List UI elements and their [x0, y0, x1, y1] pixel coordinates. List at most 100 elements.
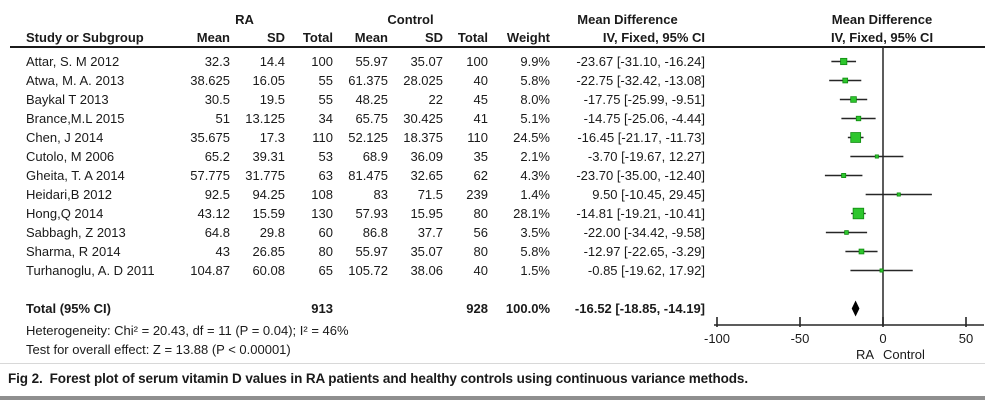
effect-marker [858, 248, 865, 255]
ci-cell: -14.81 [-19.21, -10.41] [576, 206, 705, 221]
ra-sd-cell: 17.3 [259, 130, 285, 145]
effect-marker [855, 115, 862, 122]
weight-cell: 9.9% [520, 54, 550, 69]
ra-total-cell: 80 [318, 244, 333, 259]
ra-sd-cell: 19.5 [259, 92, 285, 107]
group-header-mean-difference: Mean Difference [577, 12, 678, 27]
control-sd-cell: 30.425 [403, 111, 443, 126]
table-row: Sharma, R 2014 43 26.85 80 55.97 35.07 8… [26, 242, 731, 261]
ra-mean-cell: 64.8 [204, 225, 230, 240]
weight-cell: 3.5% [520, 225, 550, 240]
axis-tick-label: -100 [704, 331, 730, 346]
effect-marker [841, 173, 847, 178]
forest-plot-canvas: Mean Difference IV, Fixed, 95% CI -100 -50 0… [704, 12, 984, 362]
control-sd-cell: 71.5 [417, 187, 443, 202]
ra-sd-cell: 16.05 [252, 73, 285, 88]
ra-sd-cell: 15.59 [252, 206, 285, 221]
control-total-cell: 41 [473, 111, 488, 126]
study-name-cell: Brance,M.L 2015 [26, 111, 125, 126]
plot-header-title: Mean Difference [832, 12, 932, 27]
effect-marker [896, 192, 901, 197]
study-name-cell: Sharma, R 2014 [26, 244, 121, 259]
axis-tick-label: 0 [879, 331, 886, 346]
effect-marker [879, 268, 884, 273]
weight-cell: 2.1% [520, 149, 550, 164]
effect-marker [840, 57, 848, 66]
study-name-cell: Heidari,B 2012 [26, 187, 112, 202]
ra-sd-cell: 13.125 [245, 111, 285, 126]
ci-cell: -3.70 [-19.67, 12.27] [587, 149, 705, 164]
control-total-cell: 40 [473, 73, 488, 88]
column-header-row: Study or Subgroup Mean SD Total Mean SD … [26, 29, 731, 46]
control-sd-cell: 35.07 [410, 54, 443, 69]
study-rows: Attar, S. M 2012 32.3 14.4 100 55.97 35.… [26, 52, 731, 280]
ra-total-cell: 53 [318, 149, 333, 164]
ra-mean-cell: 32.3 [204, 54, 230, 69]
col-header-ra-sd: SD [266, 30, 285, 45]
ci-cell: -22.00 [-34.42, -9.58] [583, 225, 705, 240]
col-header-ctrl-sd: SD [424, 30, 443, 45]
caption-area: Fig 2. Forest plot of serum vitamin D val… [0, 363, 985, 386]
control-mean-cell: 68.9 [362, 149, 388, 164]
weight-cell: 1.4% [520, 187, 550, 202]
ra-total-cell: 55 [318, 92, 333, 107]
table-row: Sabbagh, Z 2013 64.8 29.8 60 86.8 37.7 5… [26, 223, 731, 242]
study-name-cell: Hong,Q 2014 [26, 206, 104, 221]
control-total-cell: 80 [473, 244, 488, 259]
total-empty-sd [230, 299, 285, 318]
ra-mean-cell: 43.12 [197, 206, 230, 221]
ci-cell: -17.75 [-25.99, -9.51] [583, 92, 705, 107]
study-name-cell: Baykal T 2013 [26, 92, 109, 107]
axis-tick-label: 50 [959, 331, 973, 346]
effect-marker [874, 154, 879, 159]
ra-mean-cell: 57.775 [190, 168, 230, 183]
ci-cell: -22.75 [-32.42, -13.08] [576, 73, 705, 88]
ra-mean-cell: 35.675 [190, 130, 230, 145]
col-header-weight: Weight [506, 30, 550, 45]
weight-cell: 4.3% [520, 168, 550, 183]
ci-cell: -12.97 [-22.65, -3.29] [583, 244, 705, 259]
total-empty-csd [388, 299, 443, 318]
plot-header-subtitle: IV, Fixed, 95% CI [831, 30, 933, 45]
ra-mean-cell: 38.625 [190, 73, 230, 88]
figure-number: Fig 2. [8, 371, 43, 386]
table-row: Brance,M.L 2015 51 13.125 34 65.75 30.42… [26, 109, 731, 128]
control-mean-cell: 81.475 [348, 168, 388, 183]
figure-caption-text: Forest plot of serum vitamin D values in… [49, 371, 748, 386]
figure-caption: Fig 2. Forest plot of serum vitamin D val… [0, 364, 985, 386]
ra-sd-cell: 14.4 [259, 54, 285, 69]
control-mean-cell: 105.72 [348, 263, 388, 278]
ra-total-cell: 100 [311, 54, 333, 69]
ra-total-cell: 130 [311, 206, 333, 221]
ci-cell: -0.85 [-19.62, 17.92] [587, 263, 705, 278]
control-sd-cell: 28.025 [403, 73, 443, 88]
col-header-study: Study or Subgroup [26, 30, 144, 45]
weight-cell: 24.5% [513, 130, 550, 145]
table-row: Baykal T 2013 30.5 19.5 55 48.25 22 45 8… [26, 90, 731, 109]
ra-total-cell: 60 [318, 225, 333, 240]
control-mean-cell: 65.75 [355, 111, 388, 126]
study-name-cell: Gheita, T. A 2014 [26, 168, 125, 183]
group-header-control: Control [387, 12, 434, 27]
ra-total-cell: 34 [318, 111, 333, 126]
control-sd-cell: 15.95 [410, 206, 443, 221]
weight-cell: 5.8% [520, 244, 550, 259]
control-sd-cell: 36.09 [410, 149, 443, 164]
ra-mean-cell: 30.5 [204, 92, 230, 107]
total-empty-mean [156, 299, 230, 318]
ci-cell: -16.45 [-21.17, -11.73] [577, 130, 705, 145]
control-total-cell: 40 [473, 263, 488, 278]
ra-mean-cell: 65.2 [204, 149, 230, 164]
control-total-cell: 80 [473, 206, 488, 221]
table-row: Attar, S. M 2012 32.3 14.4 100 55.97 35.… [26, 52, 731, 71]
table-row: Atwa, M. A. 2013 38.625 16.05 55 61.375 … [26, 71, 731, 90]
table-row: Gheita, T. A 2014 57.775 31.775 63 81.47… [26, 166, 731, 185]
table-row: Turhanoglu, A. D 2011 104.87 60.08 65 10… [26, 261, 731, 280]
control-sd-cell: 18.375 [403, 130, 443, 145]
effect-marker [850, 132, 862, 143]
total-weight: 100.0% [505, 301, 550, 316]
control-mean-cell: 61.375 [348, 73, 388, 88]
control-mean-cell: 55.97 [355, 244, 388, 259]
axis-tick-label: -50 [791, 331, 810, 346]
